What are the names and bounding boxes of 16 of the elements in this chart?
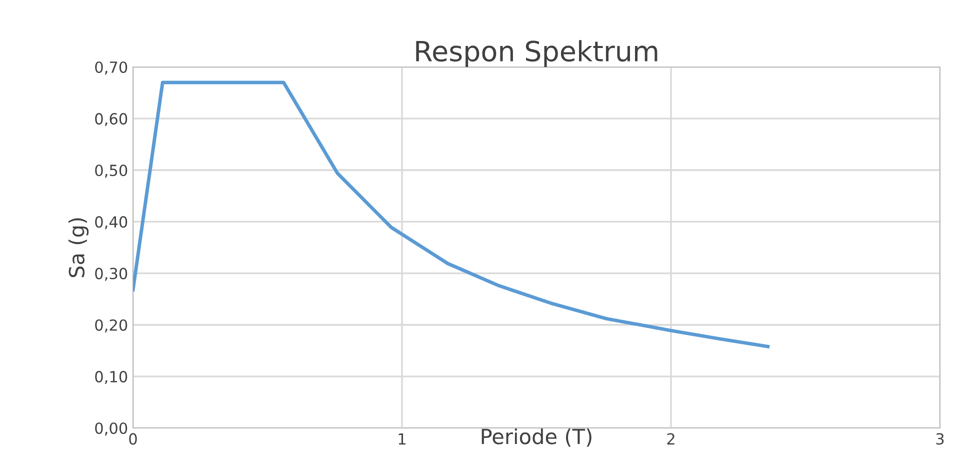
x-axis-title: Periode (T) <box>482 428 592 447</box>
y-tick-label: 0,30 <box>95 268 128 281</box>
y-tick-label: 0,40 <box>95 216 128 230</box>
y-tick-label: 0,50 <box>95 164 128 178</box>
x-tick-label: 2 <box>667 433 674 444</box>
x-tick-label: 0 <box>129 433 137 445</box>
y-tick-label: 0,60 <box>95 113 128 126</box>
x-tick-label: 3 <box>936 433 944 445</box>
y-axis-title: Sa (g) <box>68 218 89 278</box>
y-tick-label: 0,70 <box>95 61 128 75</box>
y-tick-label: 0,00 <box>95 422 128 436</box>
x-tick-label: 1 <box>398 433 406 444</box>
line-series <box>133 80 770 348</box>
chart-title: Respon Spektrum <box>416 40 658 67</box>
y-tick-label: 0,20 <box>95 319 128 332</box>
y-tick-label: 0,10 <box>95 370 128 384</box>
